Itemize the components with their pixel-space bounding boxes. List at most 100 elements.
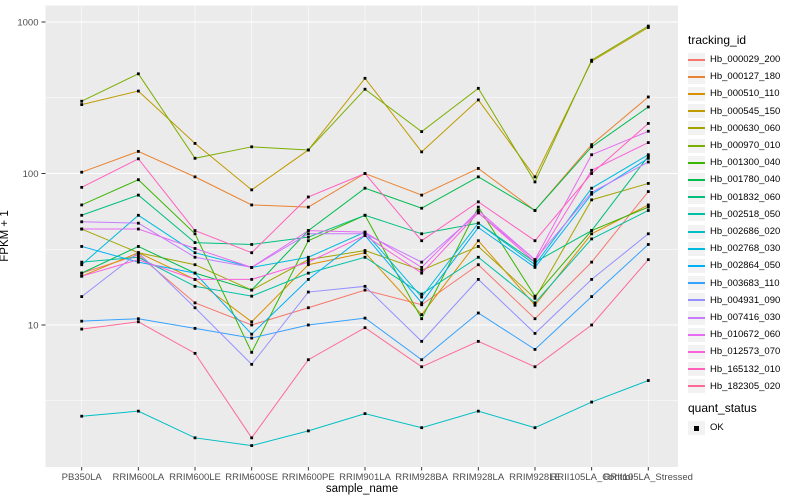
data-point [476, 205, 480, 209]
data-point [80, 203, 84, 207]
x-tick-label: RRIM928BA [395, 472, 448, 483]
x-tick-label: RRIM928LE [509, 472, 561, 483]
legend-item-Hb_165132_010: Hb_165132_010 [688, 361, 780, 378]
data-point [646, 182, 650, 185]
data-point [533, 294, 537, 298]
data-point [250, 362, 254, 366]
legend-item-Hb_000630_060: Hb_000630_060 [688, 120, 780, 137]
data-point [193, 247, 197, 250]
data-point [193, 241, 197, 244]
data-point [533, 303, 537, 307]
data-point [136, 260, 140, 264]
legend-label: Hb_000970_010 [710, 140, 781, 151]
data-point [136, 320, 140, 324]
data-point [80, 227, 84, 231]
data-point [590, 400, 594, 404]
data-point [250, 294, 254, 298]
data-point [476, 409, 480, 413]
data-point [80, 103, 84, 106]
data-point [533, 260, 537, 264]
x-tick-label: RRIM600PE [282, 472, 335, 483]
data-point [363, 232, 367, 236]
data-point [646, 203, 650, 207]
legend-key-line-icon [688, 172, 705, 187]
data-point [590, 323, 594, 327]
data-point [193, 271, 197, 275]
data-point [306, 358, 310, 362]
data-point [80, 295, 84, 298]
data-point [420, 301, 424, 305]
legend-label: Hb_000510_110 [710, 88, 780, 100]
data-point [306, 277, 310, 281]
legend-item-Hb_003683_110: Hb_003683_110 [688, 275, 780, 292]
legend-key-line-icon [688, 293, 705, 308]
data-point [193, 175, 197, 179]
data-point [590, 168, 594, 172]
data-point [476, 263, 480, 267]
data-point [80, 245, 84, 248]
data-point [476, 211, 480, 215]
data-point [363, 76, 367, 80]
data-point [420, 313, 424, 317]
data-point [80, 414, 84, 418]
data-point [420, 292, 424, 296]
legend-item-Hb_000127_180: Hb_000127_180 [688, 68, 780, 85]
data-point [306, 232, 310, 236]
legend-label: Hb_000630_060 [710, 122, 781, 134]
data-point [306, 260, 310, 264]
data-point [250, 350, 254, 354]
data-point [136, 178, 140, 182]
legend-label: Hb_000127_180 [710, 71, 781, 83]
legend-item-Hb_001780_040: Hb_001780_040 [688, 171, 780, 188]
data-point [420, 271, 424, 275]
data-point [533, 332, 537, 335]
legend-item-Hb_000545_150: Hb_000545_150 [688, 103, 780, 120]
data-point [646, 153, 650, 157]
data-point [80, 260, 84, 264]
data-point [476, 245, 480, 248]
data-point [533, 263, 537, 267]
data-point [80, 213, 84, 217]
y-axis-title: FPKM + 1 [0, 210, 11, 262]
data-point [420, 358, 424, 362]
data-point [420, 193, 424, 197]
plot-panel [45, 5, 678, 467]
data-point [136, 253, 140, 257]
legend-item-Hb_002864_050: Hb_002864_050 [688, 257, 780, 274]
x-tick-label: RRIM600LE [169, 472, 221, 483]
data-point [420, 260, 424, 264]
data-point [306, 429, 310, 433]
data-point [363, 284, 367, 288]
data-point [590, 295, 594, 298]
data-point [250, 320, 254, 324]
data-point [646, 258, 650, 262]
data-point [363, 249, 367, 252]
data-point [306, 235, 310, 239]
legend-item-quant-OK: OK [688, 419, 724, 436]
legend-key-line-icon [688, 327, 705, 342]
data-point [590, 232, 594, 236]
y-tick-label: 10 [28, 321, 39, 332]
data-point [590, 58, 594, 62]
data-point [646, 243, 650, 246]
data-point [193, 263, 197, 267]
data-point [646, 379, 650, 382]
data-point [646, 95, 650, 99]
data-point [250, 265, 254, 269]
data-point [306, 148, 310, 152]
data-point [533, 365, 537, 369]
data-point [646, 209, 650, 212]
x-tick-label: RRIM600SE [225, 472, 278, 483]
legend-item-Hb_007416_030: Hb_007416_030 [688, 309, 780, 326]
data-point [590, 191, 594, 194]
data-point [193, 156, 197, 160]
legend-item-Hb_002768_030: Hb_002768_030 [688, 240, 780, 257]
data-point [250, 323, 254, 327]
data-point [590, 229, 594, 232]
data-point [646, 129, 650, 133]
legend-label: Hb_001780_040 [710, 174, 781, 186]
data-point [420, 206, 424, 210]
data-point [250, 251, 254, 255]
data-point [136, 245, 140, 248]
legend-item-Hb_182305_020: Hb_182305_020 [688, 378, 780, 395]
